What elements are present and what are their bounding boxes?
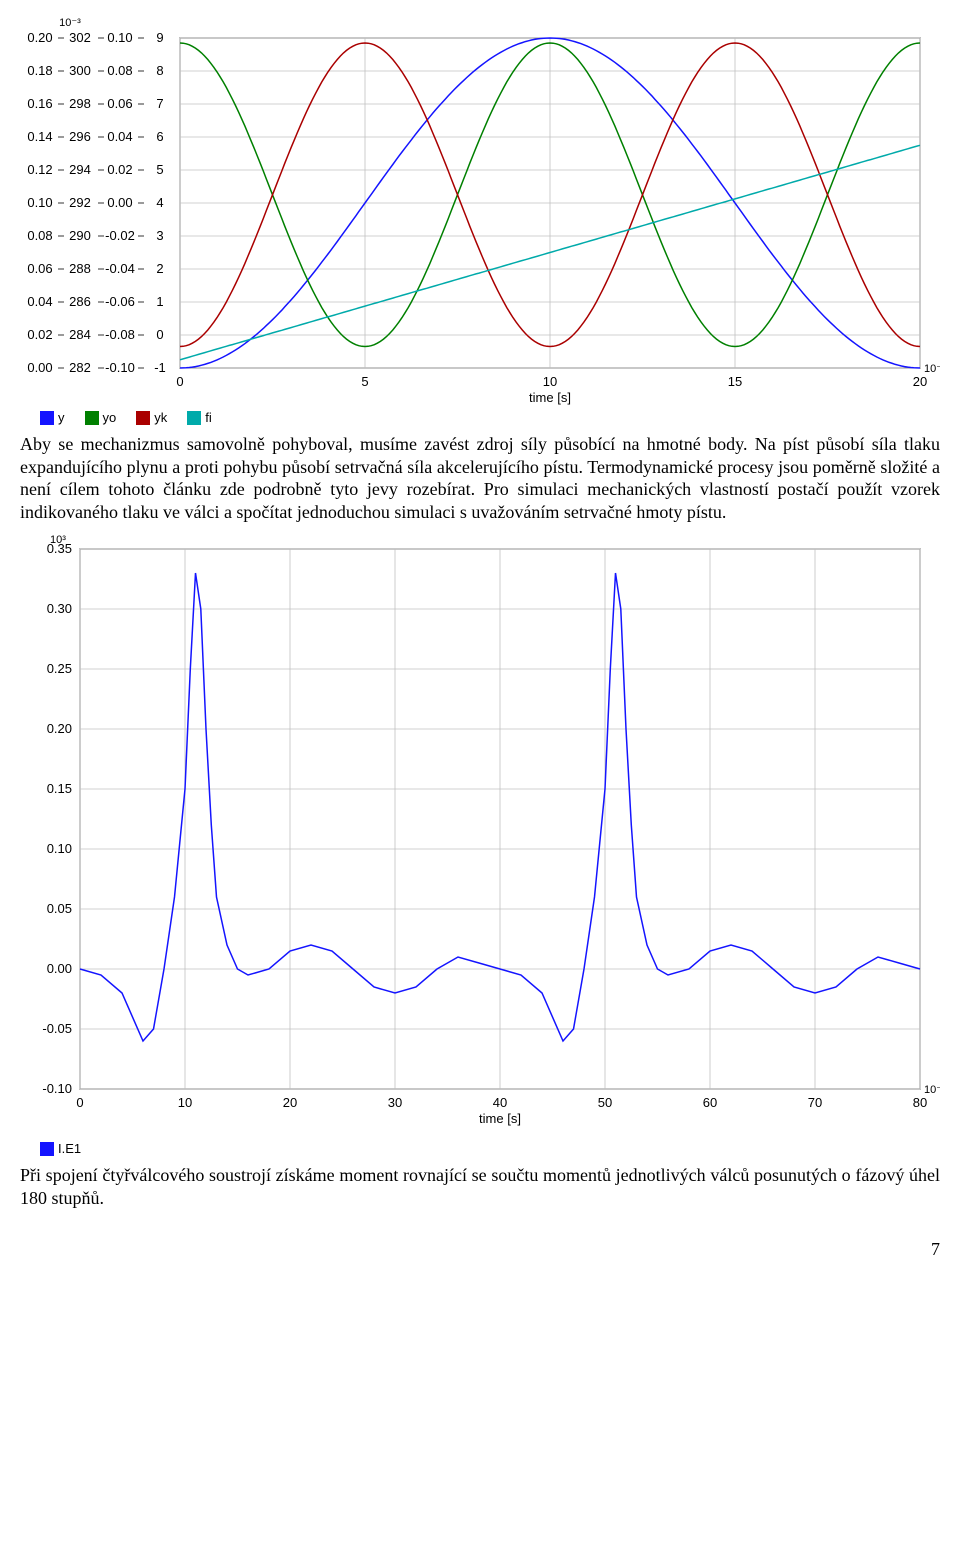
svg-text:0.18: 0.18 [27, 63, 52, 78]
svg-text:0.02: 0.02 [27, 327, 52, 342]
svg-text:60: 60 [703, 1095, 717, 1110]
chart-2: 0.350.300.250.200.150.100.050.00-0.05-0.… [20, 529, 940, 1156]
svg-text:0.30: 0.30 [47, 601, 72, 616]
svg-text:20: 20 [283, 1095, 297, 1110]
svg-text:0.10: 0.10 [27, 195, 52, 210]
svg-text:40: 40 [493, 1095, 507, 1110]
svg-text:282: 282 [69, 360, 91, 375]
svg-text:0.20: 0.20 [47, 721, 72, 736]
chart-1-legend: y yo yk fi [40, 410, 940, 425]
svg-text:0.14: 0.14 [27, 129, 52, 144]
legend-item-y: y [40, 410, 65, 425]
legend-item-I.E1: I.E1 [40, 1141, 81, 1156]
svg-text:-0.04: -0.04 [105, 261, 135, 276]
svg-text:0.00: 0.00 [47, 961, 72, 976]
legend-item-yo: yo [85, 410, 117, 425]
svg-text:9: 9 [156, 30, 163, 45]
svg-text:-0.06: -0.06 [105, 294, 135, 309]
svg-text:10⁻³: 10⁻³ [59, 17, 81, 29]
svg-text:0: 0 [156, 327, 163, 342]
svg-text:-0.08: -0.08 [105, 327, 135, 342]
svg-text:0.20: 0.20 [27, 30, 52, 45]
chart-2-svg: 0.350.300.250.200.150.100.050.00-0.05-0.… [20, 529, 940, 1139]
svg-text:286: 286 [69, 294, 91, 309]
svg-text:0.10: 0.10 [107, 30, 132, 45]
paragraph-2: Při spojení čtyřválcového soustrojí získ… [20, 1164, 940, 1209]
svg-text:0.02: 0.02 [107, 162, 132, 177]
svg-text:0.05: 0.05 [47, 901, 72, 916]
svg-text:15: 15 [728, 374, 742, 389]
svg-text:70: 70 [808, 1095, 822, 1110]
svg-text:0.16: 0.16 [27, 96, 52, 111]
chart-1-svg: 05101520time [s]10⁻³0.200.180.160.140.12… [20, 8, 940, 408]
svg-text:0.00: 0.00 [27, 360, 52, 375]
svg-text:292: 292 [69, 195, 91, 210]
svg-text:0.15: 0.15 [47, 781, 72, 796]
svg-text:0.10: 0.10 [47, 841, 72, 856]
svg-text:7: 7 [156, 96, 163, 111]
svg-text:20: 20 [913, 374, 927, 389]
paragraph-1: Aby se mechanizmus samovolně pohyboval, … [20, 433, 940, 523]
svg-text:2: 2 [156, 261, 163, 276]
svg-text:0.06: 0.06 [107, 96, 132, 111]
svg-text:-0.10: -0.10 [42, 1081, 72, 1096]
svg-text:time [s]: time [s] [479, 1111, 521, 1126]
svg-text:6: 6 [156, 129, 163, 144]
page-number: 7 [20, 1239, 940, 1260]
svg-text:288: 288 [69, 261, 91, 276]
svg-text:10⁻³: 10⁻³ [924, 363, 940, 375]
chart-1: 05101520time [s]10⁻³0.200.180.160.140.12… [20, 8, 940, 425]
svg-text:0.08: 0.08 [107, 63, 132, 78]
svg-text:290: 290 [69, 228, 91, 243]
svg-text:4: 4 [156, 195, 163, 210]
svg-text:time [s]: time [s] [529, 390, 571, 405]
svg-text:0.04: 0.04 [107, 129, 132, 144]
svg-text:0.08: 0.08 [27, 228, 52, 243]
chart-2-legend: I.E1 [40, 1141, 940, 1156]
svg-text:10³: 10³ [50, 534, 66, 546]
svg-text:30: 30 [388, 1095, 402, 1110]
svg-text:0.06: 0.06 [27, 261, 52, 276]
svg-text:0.04: 0.04 [27, 294, 52, 309]
svg-text:0: 0 [176, 374, 183, 389]
svg-text:0: 0 [76, 1095, 83, 1110]
svg-text:1: 1 [156, 294, 163, 309]
legend-item-yk: yk [136, 410, 167, 425]
svg-text:10: 10 [543, 374, 557, 389]
svg-text:296: 296 [69, 129, 91, 144]
svg-text:284: 284 [69, 327, 91, 342]
svg-text:0.00: 0.00 [107, 195, 132, 210]
svg-text:50: 50 [598, 1095, 612, 1110]
svg-text:-1: -1 [154, 360, 166, 375]
svg-text:-0.02: -0.02 [105, 228, 135, 243]
svg-text:3: 3 [156, 228, 163, 243]
svg-text:-0.10: -0.10 [105, 360, 135, 375]
svg-text:294: 294 [69, 162, 91, 177]
svg-text:8: 8 [156, 63, 163, 78]
svg-text:80: 80 [913, 1095, 927, 1110]
svg-text:0.25: 0.25 [47, 661, 72, 676]
svg-text:10⁻³: 10⁻³ [924, 1084, 940, 1096]
svg-text:298: 298 [69, 96, 91, 111]
svg-text:-0.05: -0.05 [42, 1021, 72, 1036]
svg-text:0.12: 0.12 [27, 162, 52, 177]
svg-text:5: 5 [361, 374, 368, 389]
svg-text:5: 5 [156, 162, 163, 177]
svg-text:10: 10 [178, 1095, 192, 1110]
legend-item-fi: fi [187, 410, 212, 425]
svg-text:300: 300 [69, 63, 91, 78]
svg-text:302: 302 [69, 30, 91, 45]
